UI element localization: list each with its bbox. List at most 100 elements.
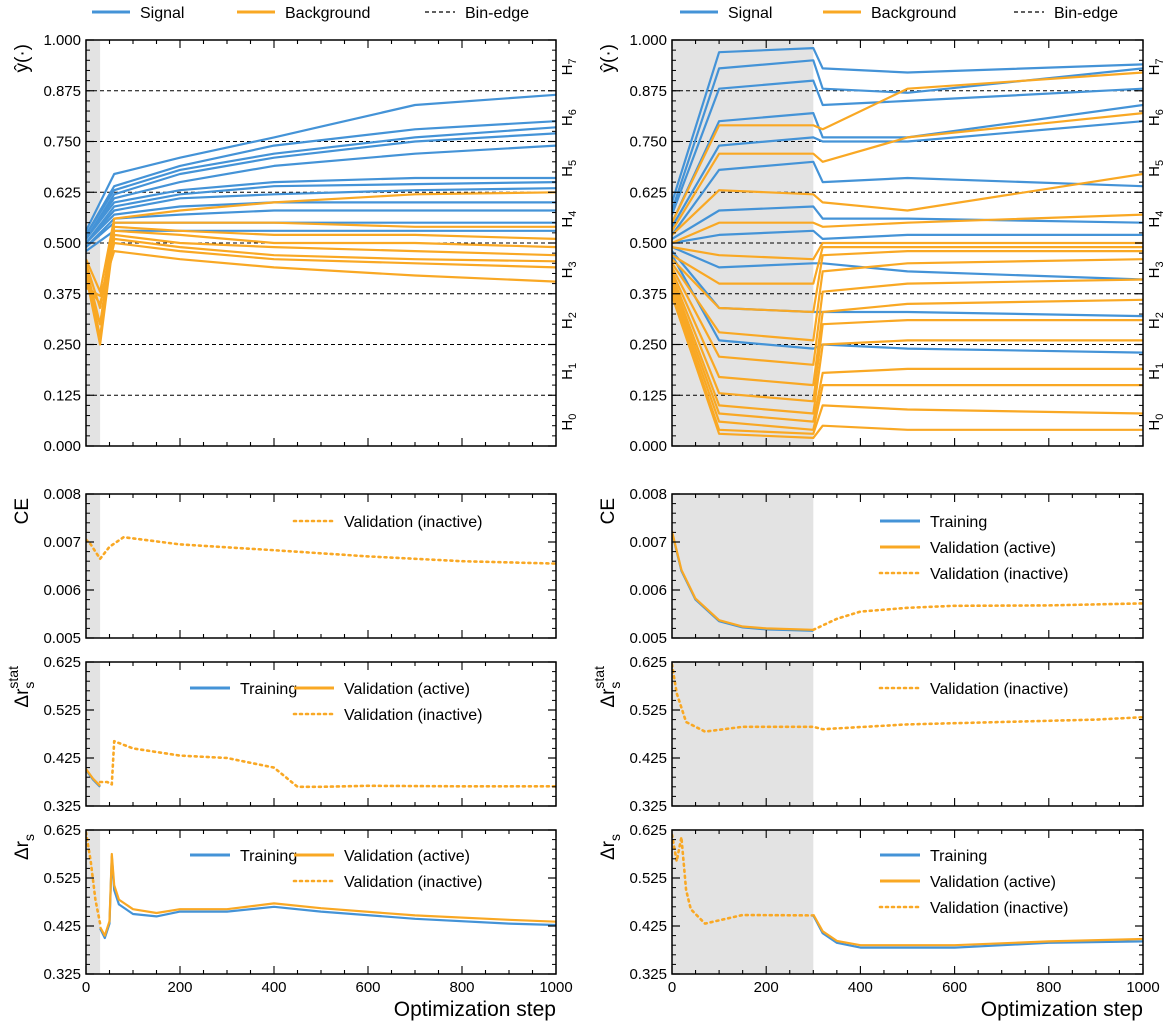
bin-label: H3: [559, 261, 579, 278]
validation-inactive-line: [672, 833, 815, 925]
background-line: [672, 71, 1143, 224]
y-tick-label: 0.500: [629, 235, 667, 252]
bin-label: H4: [1146, 211, 1166, 228]
x-tick-label: 1000: [1126, 979, 1159, 996]
legend-label-bin-edge: Bin-edge: [1054, 5, 1118, 22]
legend-label: Validation (inactive): [930, 900, 1068, 917]
signal-line: [672, 59, 1143, 211]
validation-inactive-line: [86, 535, 556, 565]
y-tick-label: 0.750: [629, 134, 667, 151]
bin-label: H2: [559, 312, 579, 329]
background-line: [86, 250, 556, 297]
background-line: [672, 213, 1143, 245]
x-axis-label: Optimization step: [394, 998, 556, 1021]
panel-right-output: 0.000 0.125 0.250 0.375 0.500 0.625 0.750 0.875…: [598, 32, 1166, 455]
background-line: [86, 191, 556, 293]
series-group: [672, 531, 1143, 632]
bin-label: H2: [1146, 312, 1166, 329]
y-tick-label: 1.000: [629, 32, 667, 49]
legend-label: Validation (active): [344, 681, 470, 698]
y-tick-label: 0.325: [43, 798, 81, 815]
y-tick-label: 0.875: [629, 83, 667, 100]
panel-legend: Training Validation (active) Validation (i…: [190, 681, 482, 724]
signal-line: [672, 103, 1143, 224]
background-line: [86, 225, 556, 326]
series-group: [672, 663, 1143, 733]
y-tick-label: 0.525: [43, 870, 81, 887]
y-tick-label: 0.375: [43, 286, 81, 303]
y-tick-label: 0.005: [43, 630, 81, 647]
background-line: [86, 229, 556, 338]
validation-active-line: [99, 852, 556, 937]
x-tick-label: 600: [942, 979, 967, 996]
y-axis-label: Δrsstat: [5, 666, 37, 708]
legend-label: Validation (inactive): [930, 681, 1068, 698]
y-tick-label: 0.625: [43, 654, 81, 671]
legend-label-bin-edge: Bin-edge: [465, 5, 529, 22]
y-axis-label: Δrs: [12, 834, 37, 860]
series-group: [672, 46, 1143, 439]
legend-label: Validation (inactive): [344, 707, 482, 724]
legend-label-signal: Signal: [140, 5, 184, 22]
validation-active-line: [812, 913, 1143, 947]
signal-line: [86, 93, 556, 232]
background-line: [672, 250, 1143, 314]
legend-label: Training: [240, 848, 297, 865]
legend-label-signal: Signal: [728, 5, 772, 22]
top-legend: Signal Background Bin-edge Signal Background…: [92, 5, 1118, 22]
background-line: [86, 233, 556, 346]
signal-line: [86, 176, 556, 240]
y-tick-label: 0.625: [629, 184, 667, 201]
y-tick-label: 0.006: [629, 582, 667, 599]
panel-left-ce: 0.005 0.006 0.007 0.008 CE Validation (inacti…: [12, 486, 557, 647]
x-tick-label: 600: [355, 979, 380, 996]
y-tick-label: 0.375: [629, 286, 667, 303]
y-tick-label: 0.425: [43, 918, 81, 935]
y-tick-label: 0.625: [629, 654, 667, 671]
panel-right-rs: 0.325 0.425 0.525 0.625 0 200 400 600 800 1000 Opt…: [598, 822, 1160, 1021]
y-axis-label: Δrs: [598, 834, 623, 860]
shaded-region: [86, 830, 101, 974]
signal-line: [86, 201, 556, 244]
y-tick-label: 0.525: [629, 702, 667, 719]
bin-label: H6: [559, 109, 579, 126]
validation-inactive-line: [86, 831, 102, 925]
background-line: [672, 287, 1143, 431]
x-tick-label: 200: [754, 979, 779, 996]
y-tick-label: 0.325: [629, 798, 667, 815]
y-axis-label: CE: [598, 498, 619, 524]
y-tick-label: 0.007: [43, 534, 81, 551]
x-tick-label: 400: [261, 979, 286, 996]
y-tick-label: 0.325: [43, 966, 81, 983]
background-line: [672, 295, 1143, 439]
signal-line: [672, 205, 1143, 240]
y-tick-label: 0.625: [43, 822, 81, 839]
y-axis-label: ŷ(·): [12, 44, 33, 72]
background-line: [672, 258, 1143, 342]
y-tick-label: 0.625: [43, 184, 81, 201]
x-axis-label: Optimization step: [981, 998, 1143, 1021]
legend-label: Training: [930, 514, 987, 531]
y-axis-label: Δrsstat: [591, 666, 623, 708]
panel-left-stat: 0.325 0.425 0.525 0.625 Δrsstat Training Valid…: [5, 654, 557, 815]
training-line: [99, 855, 556, 940]
legend-label: Validation (inactive): [344, 514, 482, 531]
y-tick-label: 0.008: [43, 486, 81, 503]
x-tick-label: 800: [1036, 979, 1061, 996]
legend-label: Validation (active): [344, 848, 470, 865]
y-tick-label: 0.750: [43, 134, 81, 151]
bin-label: H5: [559, 160, 579, 177]
signal-line: [86, 229, 556, 252]
y-tick-label: 0.000: [629, 438, 667, 455]
bin-label: H0: [559, 414, 579, 431]
panel-legend: Training Validation (active) Validation (i…: [190, 848, 482, 891]
bin-label: H3: [1146, 261, 1166, 278]
y-tick-label: 0.125: [43, 387, 81, 404]
y-axis-label: ŷ(·): [598, 44, 619, 72]
signal-line: [86, 144, 556, 240]
bin-label: H1: [1146, 363, 1166, 380]
background-line: [672, 112, 1143, 232]
validation-active-line: [672, 531, 814, 631]
signal-line: [672, 229, 1143, 245]
